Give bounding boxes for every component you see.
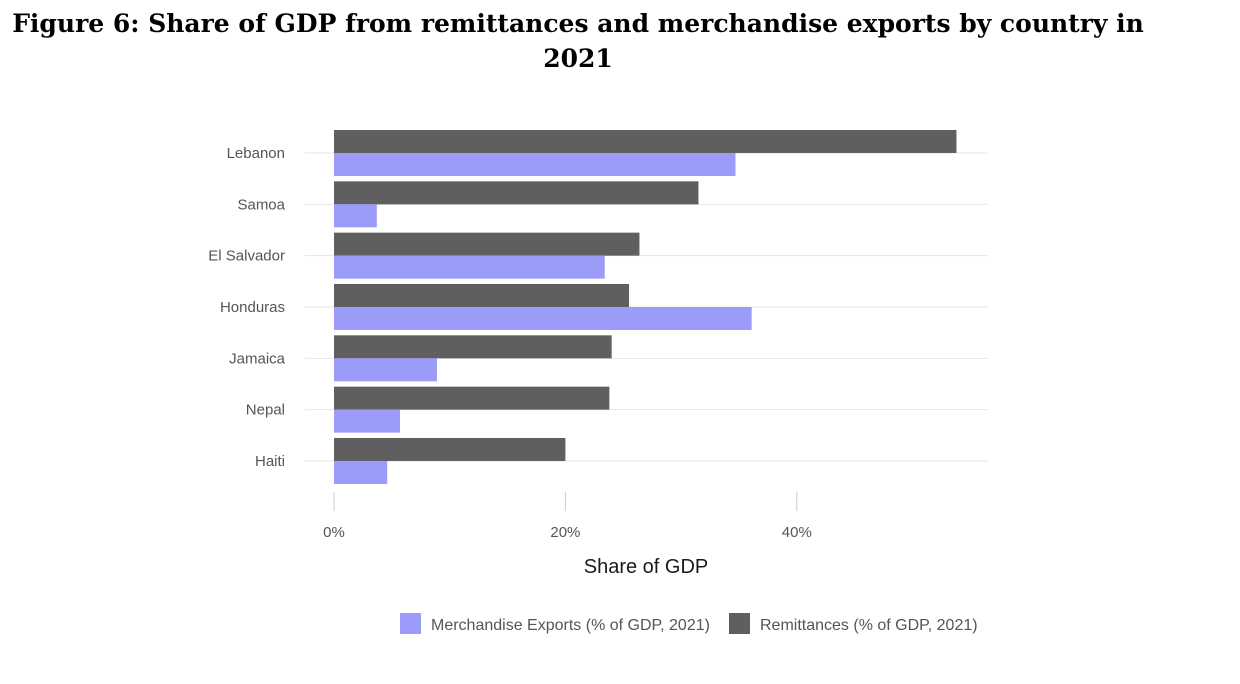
bar-merchandise-honduras (334, 306, 752, 330)
bar-remittances-samoa (334, 181, 699, 205)
y-tick-label: Jamaica (229, 350, 286, 367)
x-axis-title: Share of GDP (584, 556, 709, 578)
bar-remittances-el-salvador (334, 232, 640, 256)
bar-merchandise-el-salvador (334, 255, 605, 279)
y-tick-label: Honduras (220, 299, 285, 316)
bar-merchandise-jamaica (334, 358, 437, 382)
x-tick-label: 0% (323, 524, 345, 541)
y-tick-label: Lebanon (227, 145, 285, 162)
bar-remittances-honduras (334, 283, 630, 307)
bar-merchandise-lebanon (334, 153, 736, 176)
y-tick-label: Nepal (246, 402, 285, 419)
x-axis-ticks: 0% 20% 40% (323, 492, 812, 541)
bar-remittances-jamaica (334, 335, 612, 359)
legend-swatch-remittances (729, 613, 750, 634)
bar-remittances-haiti (334, 437, 566, 461)
y-tick-label: Haiti (255, 453, 285, 470)
bar-merchandise-nepal (334, 409, 400, 433)
bar-merchandise-haiti (334, 460, 388, 484)
bar-merchandise-samoa (334, 204, 377, 228)
x-tick-label: 20% (550, 524, 580, 541)
y-tick-label: Samoa (237, 196, 285, 213)
figure-title: Figure 6: Share of GDP from remittances … (12, 9, 1144, 73)
bar-remittances-lebanon (334, 130, 957, 153)
bars (334, 130, 957, 484)
bar-remittances-nepal (334, 386, 610, 410)
y-tick-label: El Salvador (208, 248, 285, 265)
legend-swatch-merchandise-exports (400, 613, 421, 634)
legend-label-merchandise-exports: Merchandise Exports (% of GDP, 2021) (431, 617, 710, 634)
y-axis-labels: Lebanon Samoa El Salvador Honduras Jamaica Ne… (208, 145, 285, 470)
legend: Merchandise Exports (% of GDP, 2021) Rem… (400, 613, 978, 634)
legend-label-remittances: Remittances (% of GDP, 2021) (760, 617, 978, 634)
x-tick-label: 40% (782, 524, 812, 541)
